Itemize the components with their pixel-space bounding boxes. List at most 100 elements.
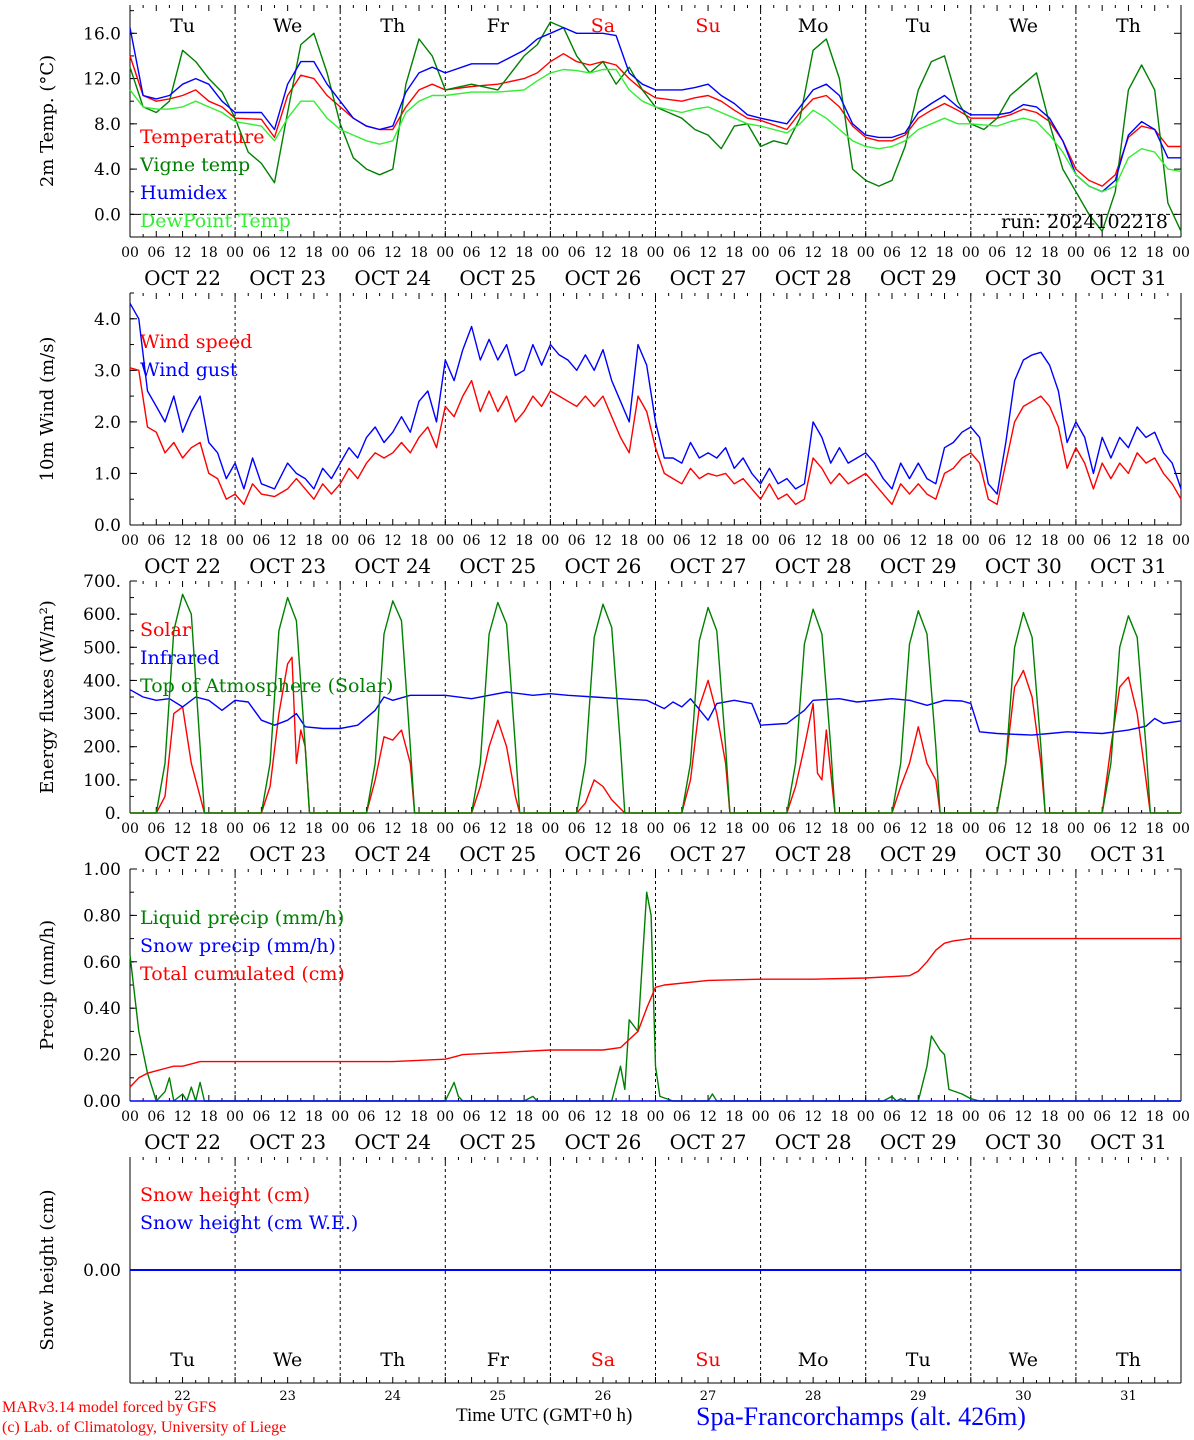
hour-tick-label: 12 — [384, 245, 402, 261]
hour-tick-label: 00 — [541, 533, 559, 549]
hour-tick-label: 18 — [1041, 821, 1059, 837]
hour-tick-label: 00 — [857, 245, 875, 261]
hour-tick-label: 18 — [725, 245, 743, 261]
hour-tick-label: 12 — [1014, 533, 1032, 549]
hour-tick-label: 00 — [647, 245, 665, 261]
hour-tick-label: 06 — [358, 533, 376, 549]
y-tick-label: 0.0 — [94, 516, 121, 536]
hour-tick-label: 06 — [252, 1109, 270, 1125]
series-line — [129, 937, 1181, 1088]
hour-tick-label: 12 — [699, 1109, 717, 1125]
hour-tick-label: 06 — [673, 245, 691, 261]
weekday-label: Th — [1116, 1349, 1141, 1371]
hour-tick-label: 18 — [620, 821, 638, 837]
y-tick-label: 700. — [83, 572, 121, 592]
legend-label: Humidex — [140, 182, 227, 204]
hour-tick-label: 00 — [857, 821, 875, 837]
y-tick-label: 3.0 — [94, 361, 121, 381]
day-number-label: 29 — [910, 1389, 927, 1404]
hour-tick-label: 12 — [1120, 533, 1138, 549]
hour-tick-label: 06 — [883, 533, 901, 549]
hour-tick-label: 00 — [857, 1109, 875, 1125]
hour-tick-label: 00 — [121, 1109, 139, 1125]
date-label: OCT 22 — [144, 1130, 221, 1154]
hour-tick-label: 00 — [1172, 821, 1190, 837]
y-tick-label: 0.40 — [83, 999, 121, 1019]
day-number-label: 31 — [1120, 1389, 1137, 1404]
date-label: OCT 23 — [249, 266, 326, 290]
day-number-label: 27 — [700, 1389, 717, 1404]
hour-tick-label: 06 — [778, 821, 796, 837]
hour-tick-label: 06 — [988, 533, 1006, 549]
hour-tick-label: 18 — [936, 533, 954, 549]
y-tick-label: 1.00 — [83, 860, 121, 880]
legend-label: Snow precip (mm/h) — [140, 935, 336, 957]
day-number-label: 24 — [384, 1389, 401, 1404]
date-label: OCT 24 — [354, 842, 431, 866]
hour-tick-label: 12 — [279, 533, 297, 549]
hour-tick-label: 06 — [568, 533, 586, 549]
hour-tick-label: 18 — [515, 533, 533, 549]
date-label: OCT 23 — [249, 554, 326, 578]
weekday-label: Sa — [591, 15, 615, 37]
hour-tick-label: 00 — [752, 245, 770, 261]
hour-tick-label: 00 — [1172, 533, 1190, 549]
weekday-label: Su — [695, 15, 720, 37]
hour-tick-label: 12 — [594, 533, 612, 549]
series-line — [129, 367, 1182, 506]
series-line — [129, 302, 1182, 495]
hour-tick-label: 00 — [226, 245, 244, 261]
hour-tick-label: 00 — [1067, 1109, 1085, 1125]
hour-tick-label: 12 — [1014, 245, 1032, 261]
hour-tick-label: 00 — [1172, 1109, 1190, 1125]
legend-label: Wind gust — [140, 359, 238, 381]
hour-tick-label: 18 — [200, 1109, 218, 1125]
date-label: OCT 27 — [670, 266, 747, 290]
day-number-label: 30 — [1015, 1389, 1032, 1404]
weekday-label: Sa — [591, 1349, 615, 1371]
hour-tick-label: 00 — [436, 245, 454, 261]
hour-tick-label: 12 — [489, 245, 507, 261]
date-label: OCT 31 — [1090, 842, 1167, 866]
hour-tick-label: 00 — [226, 533, 244, 549]
hour-tick-label: 06 — [1093, 533, 1111, 549]
legend-label: Snow height (cm) — [140, 1184, 310, 1206]
hour-tick-label: 18 — [1146, 533, 1164, 549]
hour-tick-label: 00 — [226, 821, 244, 837]
legend-label: Liquid precip (mm/h) — [140, 907, 344, 929]
hour-tick-label: 18 — [515, 821, 533, 837]
hour-tick-label: 12 — [1120, 1109, 1138, 1125]
hour-tick-label: 00 — [1067, 533, 1085, 549]
hour-tick-label: 18 — [1041, 533, 1059, 549]
weekday-label: Tu — [906, 15, 931, 37]
y-tick-label: 4.0 — [94, 160, 121, 180]
hour-tick-label: 06 — [988, 1109, 1006, 1125]
legend-label: Top of Atmosphere (Solar) — [140, 675, 393, 697]
hour-tick-label: 12 — [174, 533, 192, 549]
hour-tick-label: 12 — [174, 821, 192, 837]
y-tick-label: 12.0 — [83, 70, 121, 90]
hour-tick-label: 00 — [752, 533, 770, 549]
hour-tick-label: 00 — [647, 1109, 665, 1125]
hour-tick-label: 12 — [489, 821, 507, 837]
hour-tick-label: 12 — [489, 1109, 507, 1125]
hour-tick-label: 12 — [174, 245, 192, 261]
hour-tick-label: 18 — [831, 533, 849, 549]
y-tick-label: 500. — [83, 638, 121, 658]
hour-tick-label: 00 — [331, 1109, 349, 1125]
hour-tick-label: 18 — [1146, 821, 1164, 837]
hour-tick-label: 06 — [778, 533, 796, 549]
date-label: OCT 24 — [354, 554, 431, 578]
hour-tick-label: 12 — [804, 1109, 822, 1125]
hour-tick-label: 06 — [252, 821, 270, 837]
hour-tick-label: 18 — [831, 821, 849, 837]
hour-tick-label: 18 — [725, 533, 743, 549]
date-label: OCT 31 — [1090, 266, 1167, 290]
hour-tick-label: 00 — [121, 245, 139, 261]
y-axis-title: Precip (mm/h) — [37, 920, 58, 1050]
lab-credit: (c) Lab. of Climatology, University of L… — [2, 1419, 287, 1436]
series-line — [129, 53, 1181, 187]
day-number-label: 23 — [279, 1389, 296, 1404]
hour-tick-label: 00 — [331, 821, 349, 837]
